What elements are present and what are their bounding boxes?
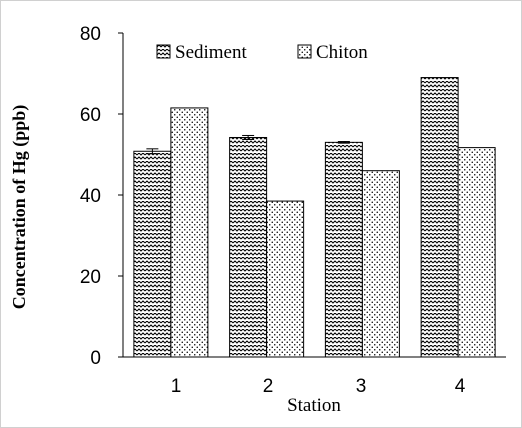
bar-sediment-station-3 [324,141,363,358]
x-tick-label: 3 [356,376,367,397]
bar-chiton-station-2 [266,200,305,358]
y-tick-label: 60 [80,105,101,126]
legend-label-sediment: Sediment [175,42,247,63]
bar-chiton-station-1 [170,107,209,358]
y-tick-label: 0 [90,348,101,369]
y-tick-label: 80 [80,24,101,45]
y-tick-label: 20 [80,267,101,288]
x-axis-label: Station [287,395,341,416]
legend-swatch-sediment [156,44,171,59]
bar-sediment-station-4 [420,77,459,358]
axes: 0 20 40 60 80 1 2 3 4 [80,24,506,397]
x-tick-label: 1 [171,376,182,397]
y-tick-label: 40 [80,186,101,207]
x-tick-label: 2 [263,376,274,397]
legend: Sediment Chiton [156,42,368,63]
bar-chiton-station-4 [457,147,496,358]
x-tick-label: 4 [455,376,466,397]
y-axis-label: Concentration of Hg (ppb) [9,105,30,310]
bar-sediment-station-2 [229,136,268,358]
bar-sediment-station-1 [133,150,172,358]
legend-label-chiton: Chiton [316,42,368,63]
bars-group [133,77,496,358]
bar-chiton-station-3 [361,170,400,358]
legend-swatch-chiton [297,44,312,59]
